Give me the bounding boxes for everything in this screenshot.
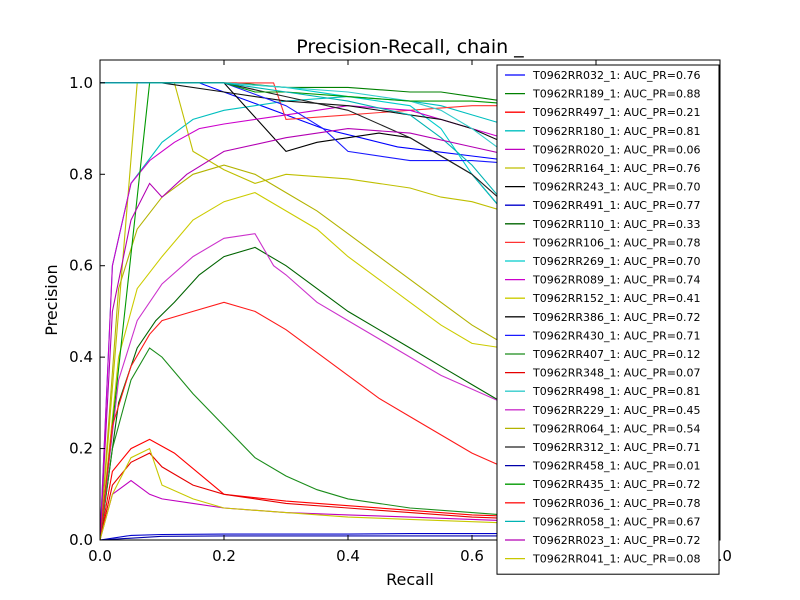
legend-entry-0: T0962RR032_1: AUC_PR=0.76 — [532, 69, 700, 82]
legend-entry-10: T0962RR269_1: AUC_PR=0.70 — [532, 255, 700, 268]
legend-entry-23: T0962RR036_1: AUC_PR=0.78 — [532, 497, 700, 510]
series-line-15 — [100, 347, 597, 540]
x-tick-label: 0.4 — [336, 547, 360, 565]
legend-entry-1: T0962RR189_1: AUC_PR=0.88 — [532, 88, 700, 101]
y-tick-label: 0.8 — [69, 165, 93, 183]
legend-entry-17: T0962RR498_1: AUC_PR=0.81 — [532, 385, 700, 398]
legend-entry-5: T0962RR164_1: AUC_PR=0.76 — [532, 162, 700, 175]
legend-entry-9: T0962RR106_1: AUC_PR=0.78 — [532, 236, 700, 249]
legend-entry-24: T0962RR058_1: AUC_PR=0.67 — [532, 515, 700, 528]
x-axis-label: Recall — [386, 570, 434, 589]
series-line-2 — [100, 438, 597, 540]
legend-entry-12: T0962RR152_1: AUC_PR=0.41 — [532, 292, 700, 305]
series-line-16 — [100, 452, 597, 540]
legend-box — [496, 64, 720, 575]
legend-entry-8: T0962RR110_1: AUC_PR=0.33 — [532, 218, 700, 231]
y-tick-label: 0.4 — [69, 348, 93, 366]
legend-entry-21: T0962RR458_1: AUC_PR=0.01 — [532, 460, 700, 473]
series-line-25 — [100, 128, 597, 540]
chart-title: Precision-Recall, chain _ — [296, 36, 524, 58]
legend-entry-19: T0962RR064_1: AUC_PR=0.54 — [532, 422, 700, 435]
y-axis-label: Precision — [42, 264, 61, 335]
legend-entry-13: T0962RR386_1: AUC_PR=0.72 — [532, 311, 700, 324]
series-line-26 — [100, 447, 597, 540]
legend-entry-22: T0962RR435_1: AUC_PR=0.72 — [532, 478, 700, 491]
y-tick-label: 1.0 — [69, 74, 93, 92]
ticks-layer: 0.00.20.40.60.81.00.00.20.40.60.81.0 — [69, 60, 732, 565]
y-tick-label: 0.0 — [69, 531, 93, 549]
y-tick-label: 0.6 — [69, 257, 93, 275]
legend: T0962RR032_1: AUC_PR=0.76 T0962RR189_1: A… — [496, 64, 720, 575]
x-tick-label: 0.2 — [212, 547, 236, 565]
legend-entry-18: T0962RR229_1: AUC_PR=0.45 — [532, 404, 700, 417]
legend-entry-20: T0962RR312_1: AUC_PR=0.71 — [532, 441, 700, 454]
x-tick-label: 0.0 — [88, 547, 112, 565]
legend-entry-3: T0962RR180_1: AUC_PR=0.81 — [532, 125, 700, 138]
legend-entry-26: T0962RR041_1: AUC_PR=0.08 — [532, 553, 700, 566]
legend-entry-2: T0962RR497_1: AUC_PR=0.21 — [532, 106, 700, 119]
legend-entry-25: T0962RR023_1: AUC_PR=0.72 — [532, 534, 700, 547]
y-tick-label: 0.2 — [69, 440, 93, 458]
legend-entry-7: T0962RR491_1: AUC_PR=0.77 — [532, 199, 700, 212]
legend-entry-15: T0962RR407_1: AUC_PR=0.12 — [532, 348, 700, 361]
legend-entry-11: T0962RR089_1: AUC_PR=0.74 — [532, 274, 700, 287]
series-line-18 — [100, 233, 597, 540]
plot-frame — [99, 59, 721, 541]
legend-entry-16: T0962RR348_1: AUC_PR=0.07 — [532, 367, 700, 380]
legend-entry-4: T0962RR020_1: AUC_PR=0.06 — [532, 143, 700, 156]
x-tick-label: 0.6 — [460, 547, 484, 565]
legend-entry-14: T0962RR430_1: AUC_PR=0.71 — [532, 329, 700, 342]
legend-entry-6: T0962RR243_1: AUC_PR=0.70 — [532, 181, 700, 194]
